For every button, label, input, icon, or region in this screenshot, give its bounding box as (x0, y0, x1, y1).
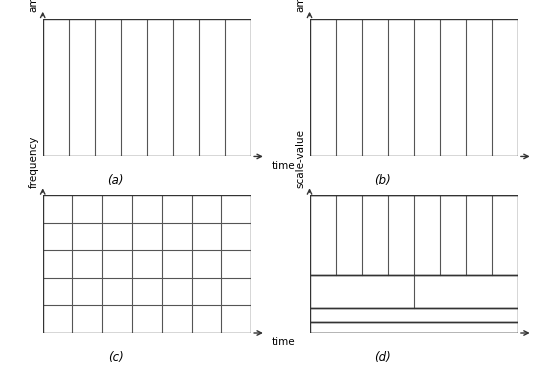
Text: (c): (c) (108, 351, 123, 364)
Text: time: time (272, 337, 296, 347)
Text: time: time (272, 161, 296, 171)
Text: (a): (a) (107, 174, 124, 187)
Text: scale-value: scale-value (295, 129, 305, 188)
Text: amplitude: amplitude (28, 0, 38, 11)
Text: (b): (b) (374, 174, 391, 187)
Text: amplitude: amplitude (295, 0, 305, 11)
Text: (d): (d) (374, 351, 391, 364)
Text: frequency: frequency (28, 136, 38, 188)
